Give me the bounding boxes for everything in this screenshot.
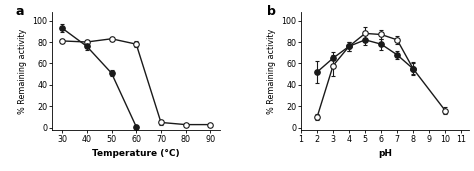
Y-axis label: % Remaining activity: % Remaining activity (18, 28, 27, 114)
Y-axis label: % Remaining activity: % Remaining activity (267, 28, 276, 114)
Text: a: a (15, 5, 24, 18)
X-axis label: pH: pH (378, 149, 392, 158)
Text: b: b (267, 5, 276, 18)
X-axis label: Temperature (°C): Temperature (°C) (92, 149, 180, 158)
